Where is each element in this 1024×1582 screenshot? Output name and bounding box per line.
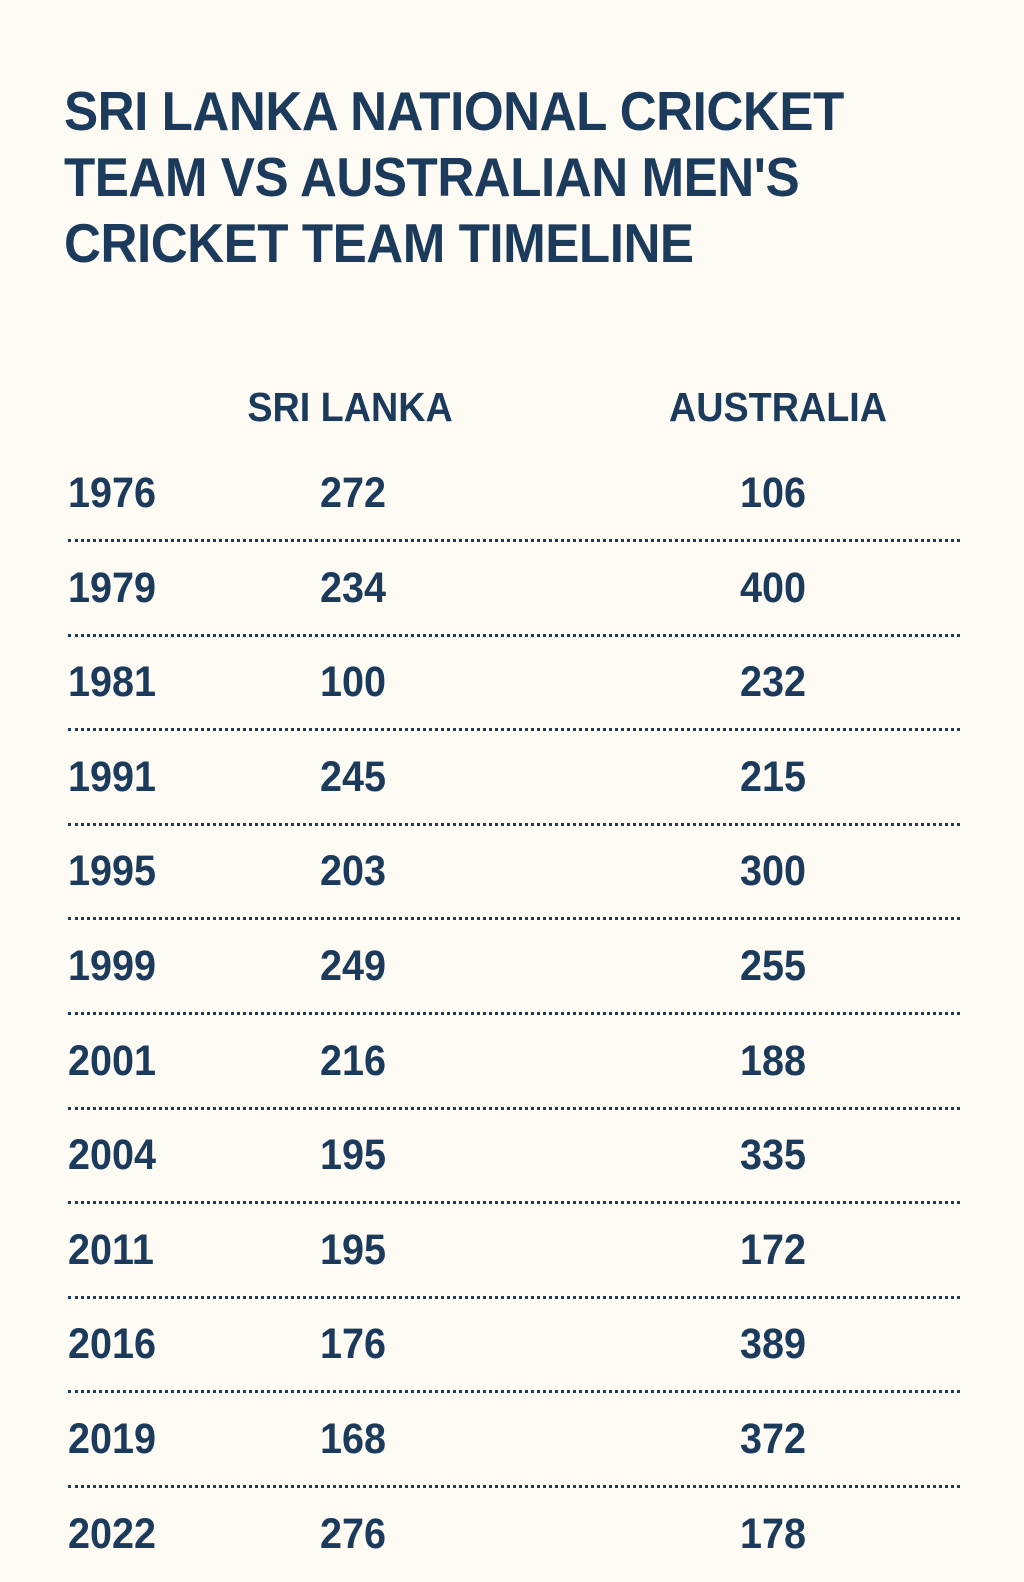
dotted-divider	[68, 1484, 960, 1488]
sri-lanka-score-cell: 276	[319, 1509, 387, 1558]
year-cell: 2004	[68, 1131, 157, 1180]
year-cell: 2011	[68, 1225, 154, 1274]
australia-score-cell: 389	[739, 1320, 807, 1369]
australia-score-cell: 335	[739, 1131, 807, 1180]
australia-score-cell: 215	[739, 752, 807, 801]
table-row: 2011 195 172	[68, 1204, 960, 1299]
year-cell: 1976	[68, 469, 157, 517]
dotted-divider	[68, 1011, 960, 1015]
australia-score-cell: 188	[739, 1036, 807, 1085]
year-cell: 1979	[68, 563, 157, 612]
australia-score-cell: 300	[739, 847, 807, 896]
year-cell: 1991	[68, 752, 157, 801]
year-cell: 1995	[68, 847, 157, 896]
table-row: 2016 176 389	[68, 1298, 960, 1394]
table-row: 2022 276 178	[68, 1488, 960, 1582]
dotted-divider	[68, 1295, 960, 1299]
australia-score-cell: 178	[739, 1509, 807, 1558]
dotted-divider	[68, 917, 960, 921]
year-cell: 2019	[68, 1414, 157, 1463]
table-row: 1999 249 255	[68, 920, 960, 1015]
table-row: 1991 245 215	[68, 731, 960, 826]
dotted-divider	[68, 1106, 960, 1110]
year-cell: 2001	[68, 1036, 157, 1085]
timeline-table: 1976 272 106 1979 234 400 1981 100 232 1…	[68, 447, 960, 1582]
dotted-divider	[68, 539, 960, 542]
sri-lanka-score-cell: 176	[319, 1320, 387, 1369]
sri-lanka-score-cell: 234	[319, 563, 387, 612]
sri-lanka-score-cell: 168	[319, 1414, 387, 1463]
column-header-australia: AUSTRALIA	[669, 384, 887, 430]
sri-lanka-score-cell: 249	[319, 941, 387, 990]
table-row: 2004 195 335	[68, 1109, 960, 1205]
dotted-divider	[68, 633, 960, 637]
sri-lanka-score-cell: 216	[319, 1036, 387, 1085]
column-header-sri-lanka: SRI LANKA	[247, 384, 453, 430]
australia-score-cell: 400	[739, 563, 807, 612]
year-cell: 1981	[68, 658, 157, 707]
dotted-divider	[68, 1390, 960, 1394]
table-row: 1995 203 300	[68, 825, 960, 921]
dotted-divider	[68, 728, 960, 732]
year-cell: 2016	[68, 1320, 157, 1369]
table-row: 1981 100 232	[68, 636, 960, 732]
sri-lanka-score-cell: 203	[319, 847, 387, 896]
australia-score-cell: 172	[739, 1225, 807, 1274]
year-cell: 1999	[68, 941, 157, 990]
table-row: 2001 216 188	[68, 1015, 960, 1110]
table-row: 2019 168 372	[68, 1393, 960, 1488]
year-cell: 2022	[68, 1509, 157, 1558]
sri-lanka-score-cell: 195	[319, 1225, 387, 1274]
dotted-divider	[68, 822, 960, 826]
sri-lanka-score-cell: 272	[319, 469, 387, 517]
australia-score-cell: 255	[739, 941, 807, 990]
page-title: SRI LANKA NATIONAL CRICKET TEAM VS AUSTR…	[64, 80, 844, 274]
sri-lanka-score-cell: 100	[319, 658, 387, 707]
australia-score-cell: 372	[739, 1414, 807, 1463]
dotted-divider	[68, 1201, 960, 1205]
table-row: 1976 272 106	[68, 447, 960, 542]
sri-lanka-score-cell: 195	[319, 1131, 387, 1180]
australia-score-cell: 106	[739, 469, 807, 517]
sri-lanka-score-cell: 245	[319, 752, 387, 801]
australia-score-cell: 232	[739, 658, 807, 707]
table-row: 1979 234 400	[68, 542, 960, 637]
